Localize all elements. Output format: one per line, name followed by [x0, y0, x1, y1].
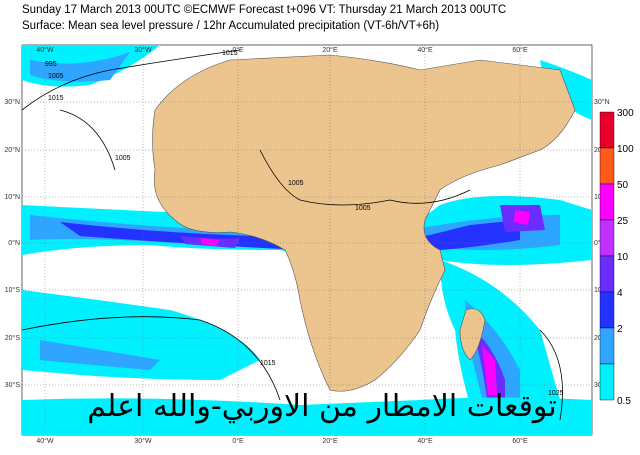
precip [30, 52, 130, 82]
lon-label: 40°E [417, 437, 433, 445]
legend-label: 300 [617, 108, 634, 119]
legend-swatch [599, 291, 615, 329]
precip [40, 340, 160, 370]
lat-label: 10°N [4, 193, 20, 201]
lon-label: 20°E [322, 437, 338, 445]
lon-label: 30°W [134, 46, 152, 54]
lat-label: 20°N [4, 146, 20, 154]
header-line: Surface: Mean sea level pressure / 12hr … [22, 20, 439, 32]
lat-label: 20°S [5, 334, 21, 342]
isobar-label: 1005 [355, 205, 371, 212]
precip [180, 205, 545, 261]
isobar-label: 1005 [288, 180, 304, 187]
lat-label: 30°S [5, 381, 21, 389]
isobar [21, 316, 281, 401]
lat-label: 30°N [4, 98, 20, 106]
lat-label: 30°N [594, 98, 610, 106]
isobar [539, 329, 563, 421]
isobar [59, 109, 116, 171]
lon-label: 40°W [36, 46, 54, 54]
isobar-label: 1025 [548, 390, 564, 397]
lon-label: 30°W [134, 437, 152, 445]
lat-label: 10°S [5, 286, 21, 294]
legend-label: 50 [617, 180, 629, 191]
lon-label: 20°E [322, 46, 338, 54]
isobar-label: 1015 [260, 360, 276, 367]
lon-label: 0°E [232, 437, 244, 445]
legend-label: 4 [617, 288, 623, 299]
lat-label: 0°N [8, 239, 20, 247]
legend-swatch [599, 363, 615, 401]
lon-label: 40°W [36, 437, 54, 445]
isobar-label: 1015 [222, 50, 238, 57]
legend-label: 2 [617, 324, 623, 335]
lon-label: 60°E [512, 437, 528, 445]
land [152, 54, 576, 392]
precip [22, 397, 592, 435]
legend-label: 25 [617, 216, 629, 227]
isobar [259, 149, 471, 206]
legend-label: 10 [617, 252, 629, 263]
overlay-text: توقعات الامطار من الاوربي-والله اعلم [87, 389, 557, 424]
lon-label: 40°E [417, 46, 433, 54]
legend-swatch [599, 255, 615, 293]
isobar-label: 995 [45, 61, 57, 68]
header-line: Sunday 17 March 2013 00UTC ©ECMWF Foreca… [22, 4, 506, 16]
legend-label: 100 [617, 144, 634, 155]
legend-swatch [599, 147, 615, 185]
legend-swatch [599, 219, 615, 257]
land [459, 308, 486, 361]
precip [482, 345, 497, 395]
legend-swatch [599, 111, 615, 149]
legend-swatch [599, 183, 615, 221]
isobar [21, 49, 241, 111]
legend-label: 0.5 [617, 396, 631, 407]
map-area [21, 44, 593, 436]
isobar-label: 1005 [115, 155, 131, 162]
isobar-label: 1015 [48, 95, 64, 102]
legend-swatch [599, 327, 615, 365]
isobar-label: 1005 [48, 73, 64, 80]
lon-label: 60°E [512, 46, 528, 54]
lon-label: 0°E [232, 46, 244, 54]
